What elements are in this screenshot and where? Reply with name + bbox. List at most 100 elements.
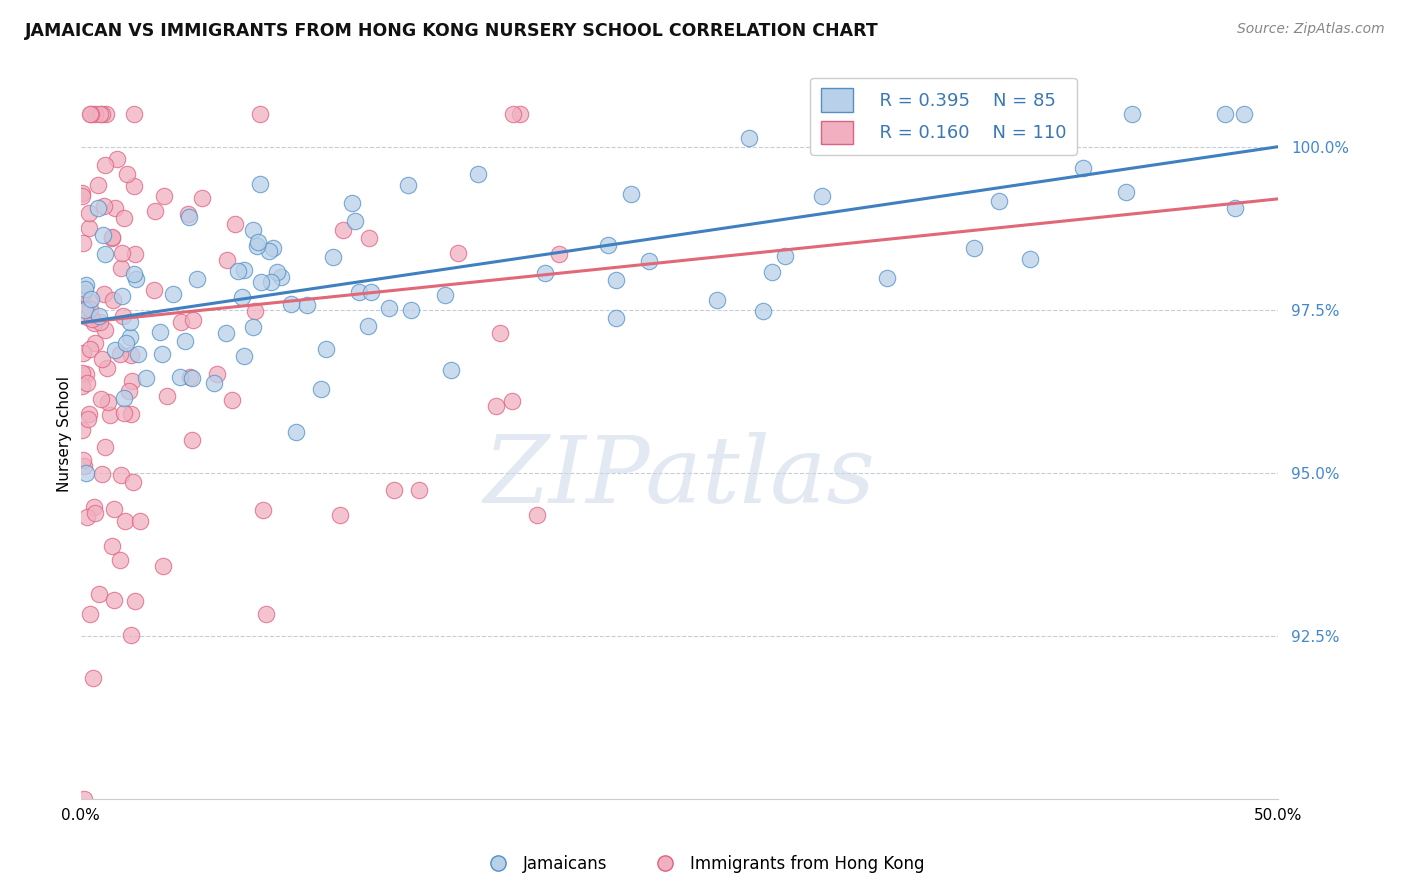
Point — [232, 349, 254, 363]
Point — [1115, 186, 1137, 200]
Point — [110, 467, 132, 482]
Point — [467, 167, 489, 181]
Point — [94, 107, 117, 121]
Point — [91, 467, 114, 482]
Point — [399, 303, 422, 318]
Point — [114, 514, 136, 528]
Point — [77, 221, 100, 235]
Y-axis label: Nursery School: Nursery School — [58, 376, 72, 491]
Point — [93, 199, 115, 213]
Point — [548, 247, 571, 261]
Point — [103, 293, 125, 308]
Point — [89, 315, 111, 329]
Point — [360, 285, 382, 299]
Point — [1121, 107, 1143, 121]
Point — [70, 378, 93, 392]
Point — [332, 223, 354, 237]
Point — [83, 316, 105, 330]
Point — [97, 394, 120, 409]
Point — [72, 235, 94, 250]
Point — [87, 178, 110, 192]
Point — [284, 425, 307, 439]
Point — [89, 587, 111, 601]
Point — [254, 607, 277, 622]
Point — [112, 211, 135, 226]
Point — [215, 252, 238, 267]
Point — [181, 371, 204, 385]
Point — [191, 191, 214, 205]
Point — [111, 246, 134, 260]
Point — [91, 107, 114, 121]
Point — [76, 509, 98, 524]
Point — [440, 362, 463, 376]
Point — [315, 342, 337, 356]
Point — [378, 301, 401, 315]
Point — [605, 273, 627, 287]
Point — [357, 231, 380, 245]
Point — [77, 205, 100, 219]
Point — [596, 238, 619, 252]
Point — [104, 343, 127, 357]
Point — [84, 506, 107, 520]
Point — [75, 303, 97, 318]
Point — [202, 376, 225, 391]
Point — [356, 319, 378, 334]
Point — [226, 264, 249, 278]
Point — [988, 194, 1011, 209]
Point — [121, 374, 143, 388]
Point — [111, 310, 134, 324]
Point — [322, 250, 344, 264]
Point — [347, 285, 370, 300]
Point — [526, 508, 548, 522]
Point — [72, 285, 94, 300]
Point — [509, 107, 531, 121]
Text: JAMAICAN VS IMMIGRANTS FROM HONG KONG NURSERY SCHOOL CORRELATION CHART: JAMAICAN VS IMMIGRANTS FROM HONG KONG NU… — [25, 22, 879, 40]
Point — [179, 370, 201, 384]
Point — [84, 336, 107, 351]
Point — [179, 210, 201, 224]
Point — [249, 178, 271, 192]
Point — [280, 297, 302, 311]
Point — [249, 107, 271, 121]
Point — [245, 304, 267, 318]
Point — [976, 124, 998, 138]
Point — [242, 320, 264, 334]
Point — [152, 559, 174, 574]
Point — [1019, 252, 1042, 266]
Point — [150, 347, 173, 361]
Point — [706, 293, 728, 308]
Point — [124, 247, 146, 261]
Point — [311, 382, 333, 396]
Point — [79, 107, 101, 121]
Point — [70, 189, 93, 203]
Point — [252, 503, 274, 517]
Point — [1213, 107, 1236, 121]
Point — [876, 270, 898, 285]
Point — [89, 107, 111, 121]
Point — [447, 246, 470, 260]
Point — [94, 440, 117, 454]
Point — [87, 201, 110, 215]
Point — [181, 313, 204, 327]
Point — [224, 218, 246, 232]
Point — [94, 158, 117, 172]
Point — [75, 278, 97, 293]
Point — [262, 241, 284, 255]
Point — [231, 290, 253, 304]
Point — [80, 292, 103, 306]
Point — [70, 186, 93, 200]
Point — [118, 384, 141, 398]
Point — [811, 189, 834, 203]
Point — [221, 392, 243, 407]
Point — [70, 366, 93, 380]
Point — [114, 336, 136, 351]
Point — [70, 423, 93, 437]
Point — [79, 607, 101, 621]
Point — [100, 540, 122, 554]
Point — [738, 131, 761, 145]
Point — [266, 264, 288, 278]
Point — [76, 376, 98, 391]
Legend:   R = 0.395    N = 85,   R = 0.160    N = 110: R = 0.395 N = 85, R = 0.160 N = 110 — [810, 78, 1077, 154]
Point — [156, 389, 179, 403]
Point — [170, 315, 193, 329]
